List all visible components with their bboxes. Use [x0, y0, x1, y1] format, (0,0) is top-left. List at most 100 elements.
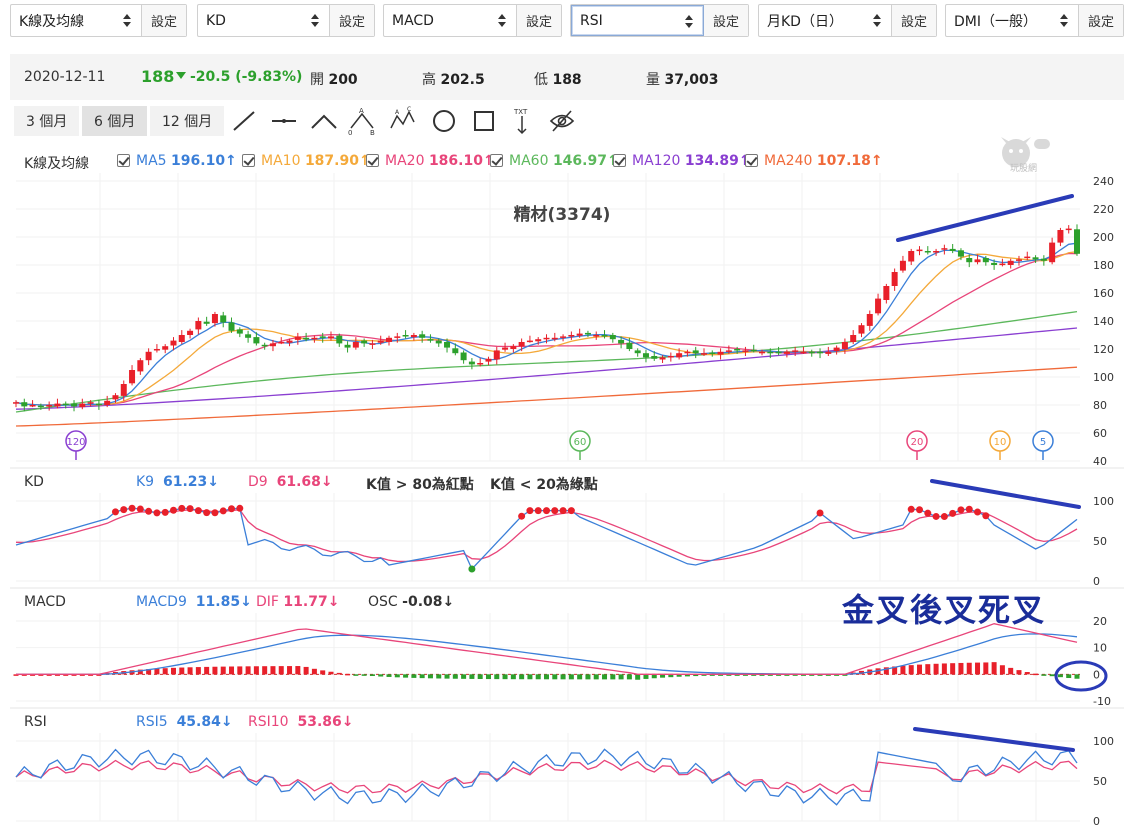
period-6m-button[interactable]: 6 個月 [82, 106, 148, 136]
select-arrow-icon [873, 13, 881, 29]
candle-body [908, 251, 915, 262]
period-12m-button[interactable]: 12 個月 [150, 106, 225, 136]
candle-body [742, 350, 749, 352]
kd-tick-label: 100 [1093, 495, 1114, 508]
candle-body [543, 337, 550, 340]
macd-select[interactable]: MACD [384, 5, 517, 36]
ma60-label: MA60 [509, 153, 549, 169]
macd-tick-label: 0 [1093, 668, 1100, 681]
osc-bar [842, 674, 848, 676]
hide-eye-icon[interactable] [548, 106, 576, 136]
k9-label: K9 [136, 474, 155, 490]
marker-label: 10 [994, 437, 1007, 448]
osc-bar [378, 674, 384, 677]
legend-ma10[interactable]: MA10 187.90↑ [242, 153, 371, 169]
osc-bar [568, 674, 574, 680]
kd-overbought-dot [534, 507, 542, 515]
candle-body [71, 403, 78, 407]
osc-bar [800, 674, 806, 676]
osc-bar [776, 674, 782, 676]
kd-overbought-dot [169, 506, 177, 514]
osc-bar [834, 674, 840, 676]
candle-body [924, 251, 931, 253]
kd-overbought-dot [949, 509, 957, 517]
macd9-label: MACD9 [136, 594, 187, 610]
rsi-select[interactable]: RSI [571, 5, 704, 36]
candle-body [120, 384, 127, 396]
monthly-kd-settings-button[interactable]: 設定 [892, 5, 936, 36]
uptrend-line [896, 194, 1074, 242]
legend-ma20[interactable]: MA20 186.10↑ [366, 153, 495, 169]
dmi-settings-button[interactable]: 設定 [1079, 5, 1123, 36]
text-tool-icon[interactable]: TXT [508, 106, 536, 136]
checkbox-icon[interactable] [613, 154, 626, 167]
legend-ma240[interactable]: MA240 107.18↑ [745, 153, 883, 169]
candle-body [361, 340, 368, 344]
marker-circle [65, 430, 87, 452]
candle-body [933, 251, 940, 253]
period-3m-button[interactable]: 3 個月 [14, 106, 80, 136]
osc-bar [137, 669, 143, 675]
checkbox-icon[interactable] [366, 154, 379, 167]
kd-select[interactable]: KD [198, 5, 330, 36]
kline-selector: K線及均線 設定 [10, 4, 187, 37]
select-arrow-icon [311, 13, 319, 29]
checkbox-icon[interactable] [745, 154, 758, 167]
checkbox-icon[interactable] [242, 154, 255, 167]
candle-body [187, 330, 194, 335]
horizontal-line-icon[interactable] [270, 106, 298, 136]
kd-overbought-dot [145, 507, 153, 515]
osc-bar [577, 674, 583, 680]
low-value: 188 [552, 72, 582, 88]
macd-settings-button[interactable]: 設定 [517, 5, 561, 36]
candle-body [477, 363, 484, 365]
legend-ma5[interactable]: MA5 196.10↑ [117, 153, 237, 169]
angle-icon[interactable] [310, 106, 338, 136]
candle-body [1065, 228, 1072, 231]
candle-body [891, 272, 898, 286]
rsi-settings-button[interactable]: 設定 [704, 5, 748, 36]
osc-bar [502, 674, 508, 680]
candle-body [21, 402, 28, 407]
osc-bar [643, 674, 649, 679]
kd-settings-button[interactable]: 設定 [330, 5, 374, 36]
kline-settings-button[interactable]: 設定 [142, 5, 186, 36]
osc-bar [452, 674, 458, 679]
candle-body [866, 314, 873, 326]
kline-select[interactable]: K線及均線 [11, 5, 142, 36]
candle-body [941, 248, 948, 250]
macd-cross-circle [1054, 660, 1108, 692]
line-tool-icon[interactable] [230, 106, 258, 136]
circle-tool-icon[interactable] [430, 106, 458, 136]
osc-bar [966, 662, 972, 675]
monthly-kd-select[interactable]: 月KD（日） [759, 5, 892, 36]
dmi-select[interactable]: DMI（一般） [946, 5, 1079, 36]
candlesticks [13, 224, 1080, 412]
candle-body [966, 258, 973, 263]
osc-bar [668, 674, 674, 678]
kd-legend-title: KD [24, 474, 44, 490]
candle-body [974, 259, 981, 263]
ma20-value: 186.10↑ [428, 153, 495, 169]
abc-pattern-icon[interactable]: A 0 B [348, 106, 376, 137]
candle-body [253, 337, 260, 344]
candle-body [734, 349, 741, 351]
checkbox-icon[interactable] [490, 154, 503, 167]
d9-legend: D9 61.68↓ [248, 474, 333, 490]
checkbox-icon[interactable] [117, 154, 130, 167]
kd-tick-label: 50 [1093, 535, 1107, 548]
select-label: MACD [392, 12, 434, 29]
candle-body [435, 340, 442, 344]
legend-ma60[interactable]: MA60 146.97↑ [490, 153, 619, 169]
quote-volume: 量 37,003 [646, 69, 718, 89]
candle-body [87, 402, 94, 404]
osc-bar [651, 674, 657, 679]
osc-bar [618, 674, 624, 680]
d9-value: 61.68↓ [276, 474, 333, 490]
candle-body [493, 350, 500, 360]
kd-overbought-dot [136, 505, 144, 513]
rectangle-tool-icon[interactable] [470, 106, 498, 136]
legend-ma120[interactable]: MA120 134.89↑ [613, 153, 751, 169]
